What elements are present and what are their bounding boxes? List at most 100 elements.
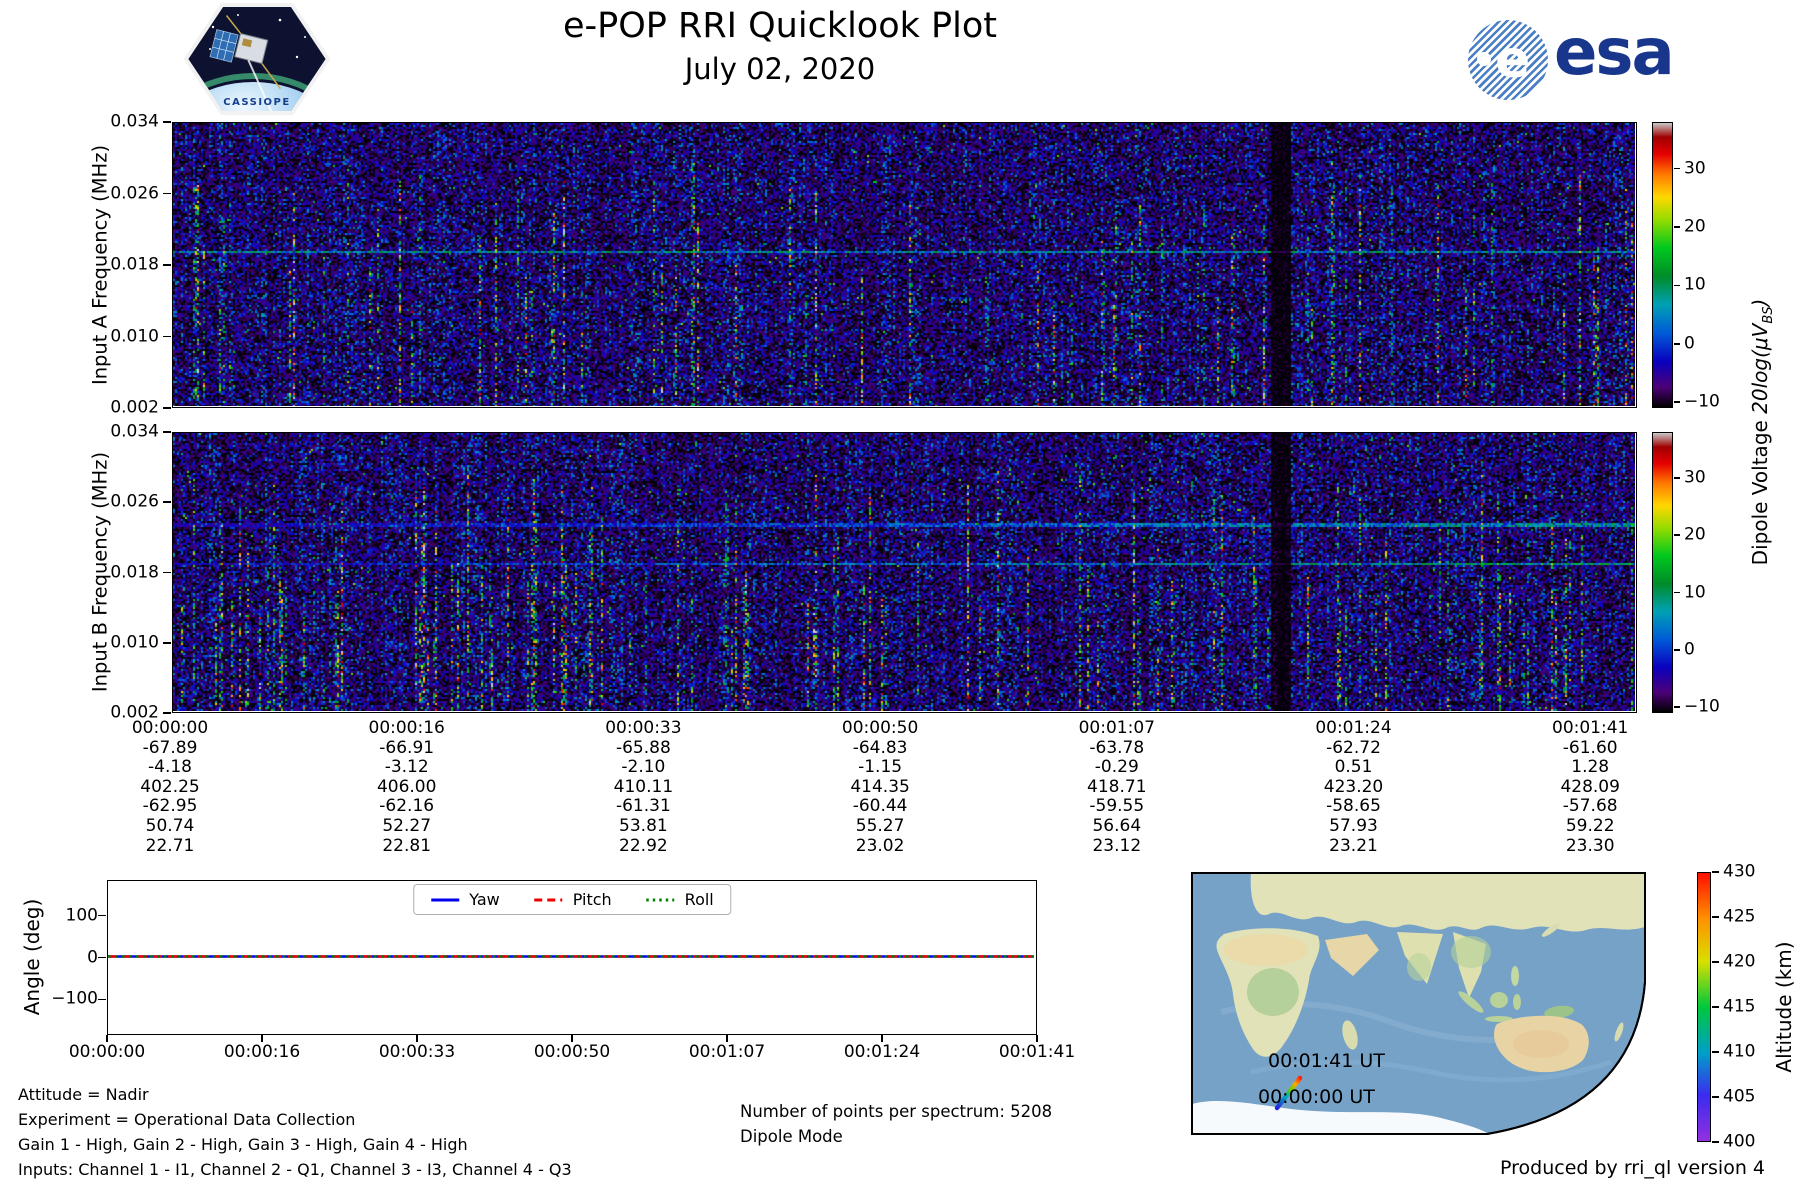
note-gains: Gain 1 - High, Gain 2 - High, Gain 3 - H…: [18, 1135, 468, 1154]
ephemeris-cell: 00:01:07: [1078, 718, 1155, 738]
ephemeris-cell: 56.64: [1092, 816, 1142, 836]
tick-mark: [1712, 1006, 1719, 1008]
legend-label: Yaw: [469, 890, 500, 909]
colorbar-b: [1652, 432, 1673, 713]
ephemeris-cell: -1.15: [858, 757, 903, 778]
spectrogram-b-canvas: [173, 433, 1635, 711]
tick-mark: [163, 264, 171, 266]
note-inputs: Inputs: Channel 1 - I1, Channel 2 - Q1, …: [18, 1160, 572, 1179]
esa-logo-icon: e: [1468, 20, 1548, 100]
patch-label: CASSIOPE: [223, 97, 290, 108]
tick-mark: [1674, 477, 1680, 479]
roll-line-swatch: [646, 898, 675, 901]
ephemeris-cell: -4.18: [148, 757, 192, 778]
tick-mark: [98, 956, 106, 959]
ephemeris-cell: -61.60: [1562, 737, 1618, 758]
map-land: [1192, 873, 1645, 1134]
esa-wordmark: esa: [1554, 16, 1675, 90]
ephemeris-cell: -61.31: [615, 796, 671, 817]
dipole-colorbar-tick: 0: [1684, 639, 1695, 660]
ephemeris-cell: -66.91: [379, 737, 435, 758]
note-points-per-spectrum: Number of points per spectrum: 5208: [740, 1102, 1053, 1121]
tick-mark: [881, 1035, 883, 1042]
cassiope-mission-patch: CASSIOPE: [183, 3, 331, 115]
ephemeris-cell: 410.11: [613, 776, 674, 797]
altitude-colorbar: [1697, 872, 1711, 1142]
dipole-label-sub: BS: [1761, 306, 1776, 324]
spectrogram-a-canvas: [173, 123, 1635, 406]
tick-mark: [1712, 1096, 1719, 1098]
ephemeris-cell: 57.93: [1329, 816, 1378, 836]
tick-mark: [1674, 591, 1680, 594]
ephemeris-cell: 50.74: [145, 816, 195, 836]
ephemeris-cell: -65.88: [615, 737, 671, 758]
ephemeris-cell: -2.10: [621, 757, 666, 778]
tick-mark: [1036, 1035, 1038, 1042]
tick-mark: [1712, 961, 1719, 963]
tick-mark: [163, 431, 171, 433]
tick-mark: [98, 998, 106, 1001]
spectrogram-a: [172, 122, 1637, 408]
altitude-colorbar-tick: 405: [1723, 1086, 1756, 1107]
ephemeris-cell: 59.22: [1565, 816, 1615, 836]
ephemeris-cell: 428.09: [1560, 776, 1620, 797]
ephemeris-cell: -64.83: [852, 737, 908, 758]
spectrogram-a-ytick: 0.010: [110, 326, 159, 347]
dipole-colorbar-label: Dipole Voltage 20log(μVBS): [1748, 299, 1776, 566]
ephemeris-cell: -0.29: [1094, 757, 1139, 778]
tick-mark: [106, 1035, 108, 1042]
ephemeris-cell: 402.25: [140, 776, 200, 797]
tick-mark: [163, 571, 171, 574]
tick-mark: [163, 407, 171, 409]
ephemeris-cell: -62.72: [1326, 737, 1381, 758]
ephemeris-cell: -63.78: [1089, 737, 1145, 758]
dipole-colorbar-tick: 30: [1684, 158, 1706, 179]
ephemeris-cell: 414.35: [850, 776, 910, 797]
attitude-ylabel: Angle (deg): [20, 898, 44, 1016]
tick-mark: [1712, 916, 1719, 918]
spectrogram-a-ytick: 0.026: [110, 183, 159, 204]
tick-mark: [261, 1035, 263, 1042]
attitude-ytick: −100: [51, 988, 98, 1009]
ephemeris-cell: 22.92: [619, 835, 668, 856]
ephemeris-cell: 00:00:16: [368, 718, 445, 738]
ephemeris-cell: 22.81: [382, 835, 432, 856]
altitude-colorbar-tick: 430: [1723, 861, 1756, 882]
ephemeris-cell: 22.71: [145, 835, 195, 856]
spectrogram-b-ylabel: Input B Frequency (MHz): [88, 451, 112, 693]
tick-mark: [1674, 167, 1680, 170]
tick-mark: [1674, 284, 1680, 287]
note-attitude: Attitude = Nadir: [18, 1085, 149, 1104]
spectrogram-a-ytick: 0.034: [110, 111, 159, 132]
legend-item-roll: Roll: [646, 890, 714, 909]
spectrogram-a-ytick: 0.002: [110, 397, 159, 418]
dipole-colorbar-tick: 10: [1684, 275, 1706, 296]
altitude-colorbar-tick: 400: [1723, 1131, 1756, 1152]
altitude-colorbar-label: Altitude (km): [1772, 941, 1796, 1073]
spectrogram-a-ytick: 0.018: [110, 254, 159, 275]
altitude-colorbar-tick: 420: [1723, 951, 1756, 972]
dipole-label-text: Dipole Voltage: [1748, 413, 1772, 566]
tick-mark: [163, 641, 171, 644]
map-track-start-label: 00:00:00 UT: [1258, 1086, 1375, 1108]
tick-mark: [163, 121, 171, 123]
altitude-colorbar-tick: 410: [1723, 1041, 1756, 1062]
tick-mark: [1674, 401, 1680, 403]
altitude-colorbar-tick: 425: [1723, 906, 1756, 927]
patch-satellite: [209, 15, 281, 111]
tick-mark: [1712, 871, 1719, 873]
ephemeris-cell: 1.28: [1571, 757, 1610, 778]
attitude-xtick: 00:01:41: [998, 1042, 1076, 1062]
dipole-colorbar-tick: 20: [1684, 216, 1706, 237]
tick-mark: [163, 712, 171, 714]
tick-mark: [1674, 649, 1680, 651]
attitude-xtick: 00:00:16: [223, 1042, 301, 1062]
esa-logo-dot: [1477, 52, 1491, 66]
dipole-colorbar-tick: −10: [1684, 696, 1720, 717]
attitude-xtick: 00:01:07: [688, 1042, 766, 1062]
ephemeris-cell: -58.65: [1326, 796, 1381, 817]
ephemeris-cell: 00:01:41: [1552, 718, 1629, 738]
attitude-xtick: 00:01:24: [843, 1042, 921, 1062]
ephemeris-cell: 406.00: [376, 776, 437, 797]
